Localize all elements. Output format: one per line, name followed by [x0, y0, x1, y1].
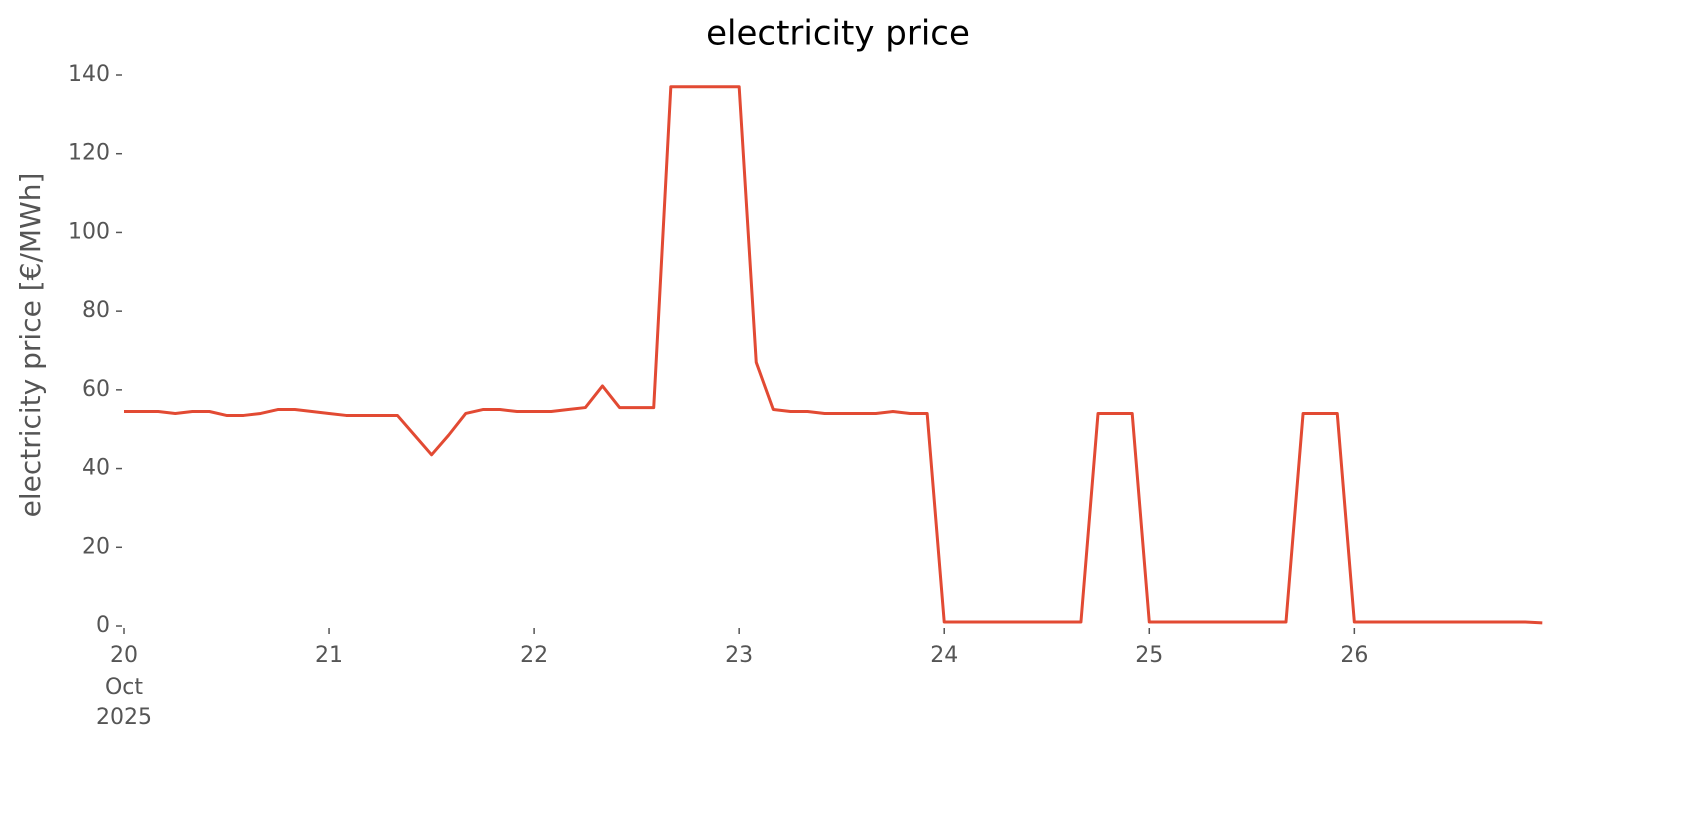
x-tick-label: 24 [930, 643, 958, 668]
y-tick-label: 120 [68, 141, 110, 166]
y-axis-label: electricity price [€/MWh] [14, 173, 47, 518]
y-tick-label: 100 [68, 219, 110, 244]
y-tick-label: 20 [82, 534, 110, 559]
x-tick-label: 23 [725, 643, 753, 668]
x-date-label: 2025 [96, 705, 152, 730]
y-tick-label: 40 [82, 456, 110, 481]
x-tick-label: 26 [1340, 643, 1368, 668]
y-tick-label: 0 [96, 613, 110, 638]
x-tick-label: 22 [520, 643, 548, 668]
y-tick-label: 60 [82, 377, 110, 402]
x-tick-label: 20 [110, 643, 138, 668]
price-line [124, 85, 1543, 625]
y-tick-label: 80 [82, 298, 110, 323]
x-date-label: Oct [105, 675, 143, 700]
chart-title: electricity price [706, 14, 970, 54]
x-tick-label: 25 [1135, 643, 1163, 668]
y-tick-label: 140 [68, 62, 110, 87]
x-tick-label: 21 [315, 643, 343, 668]
